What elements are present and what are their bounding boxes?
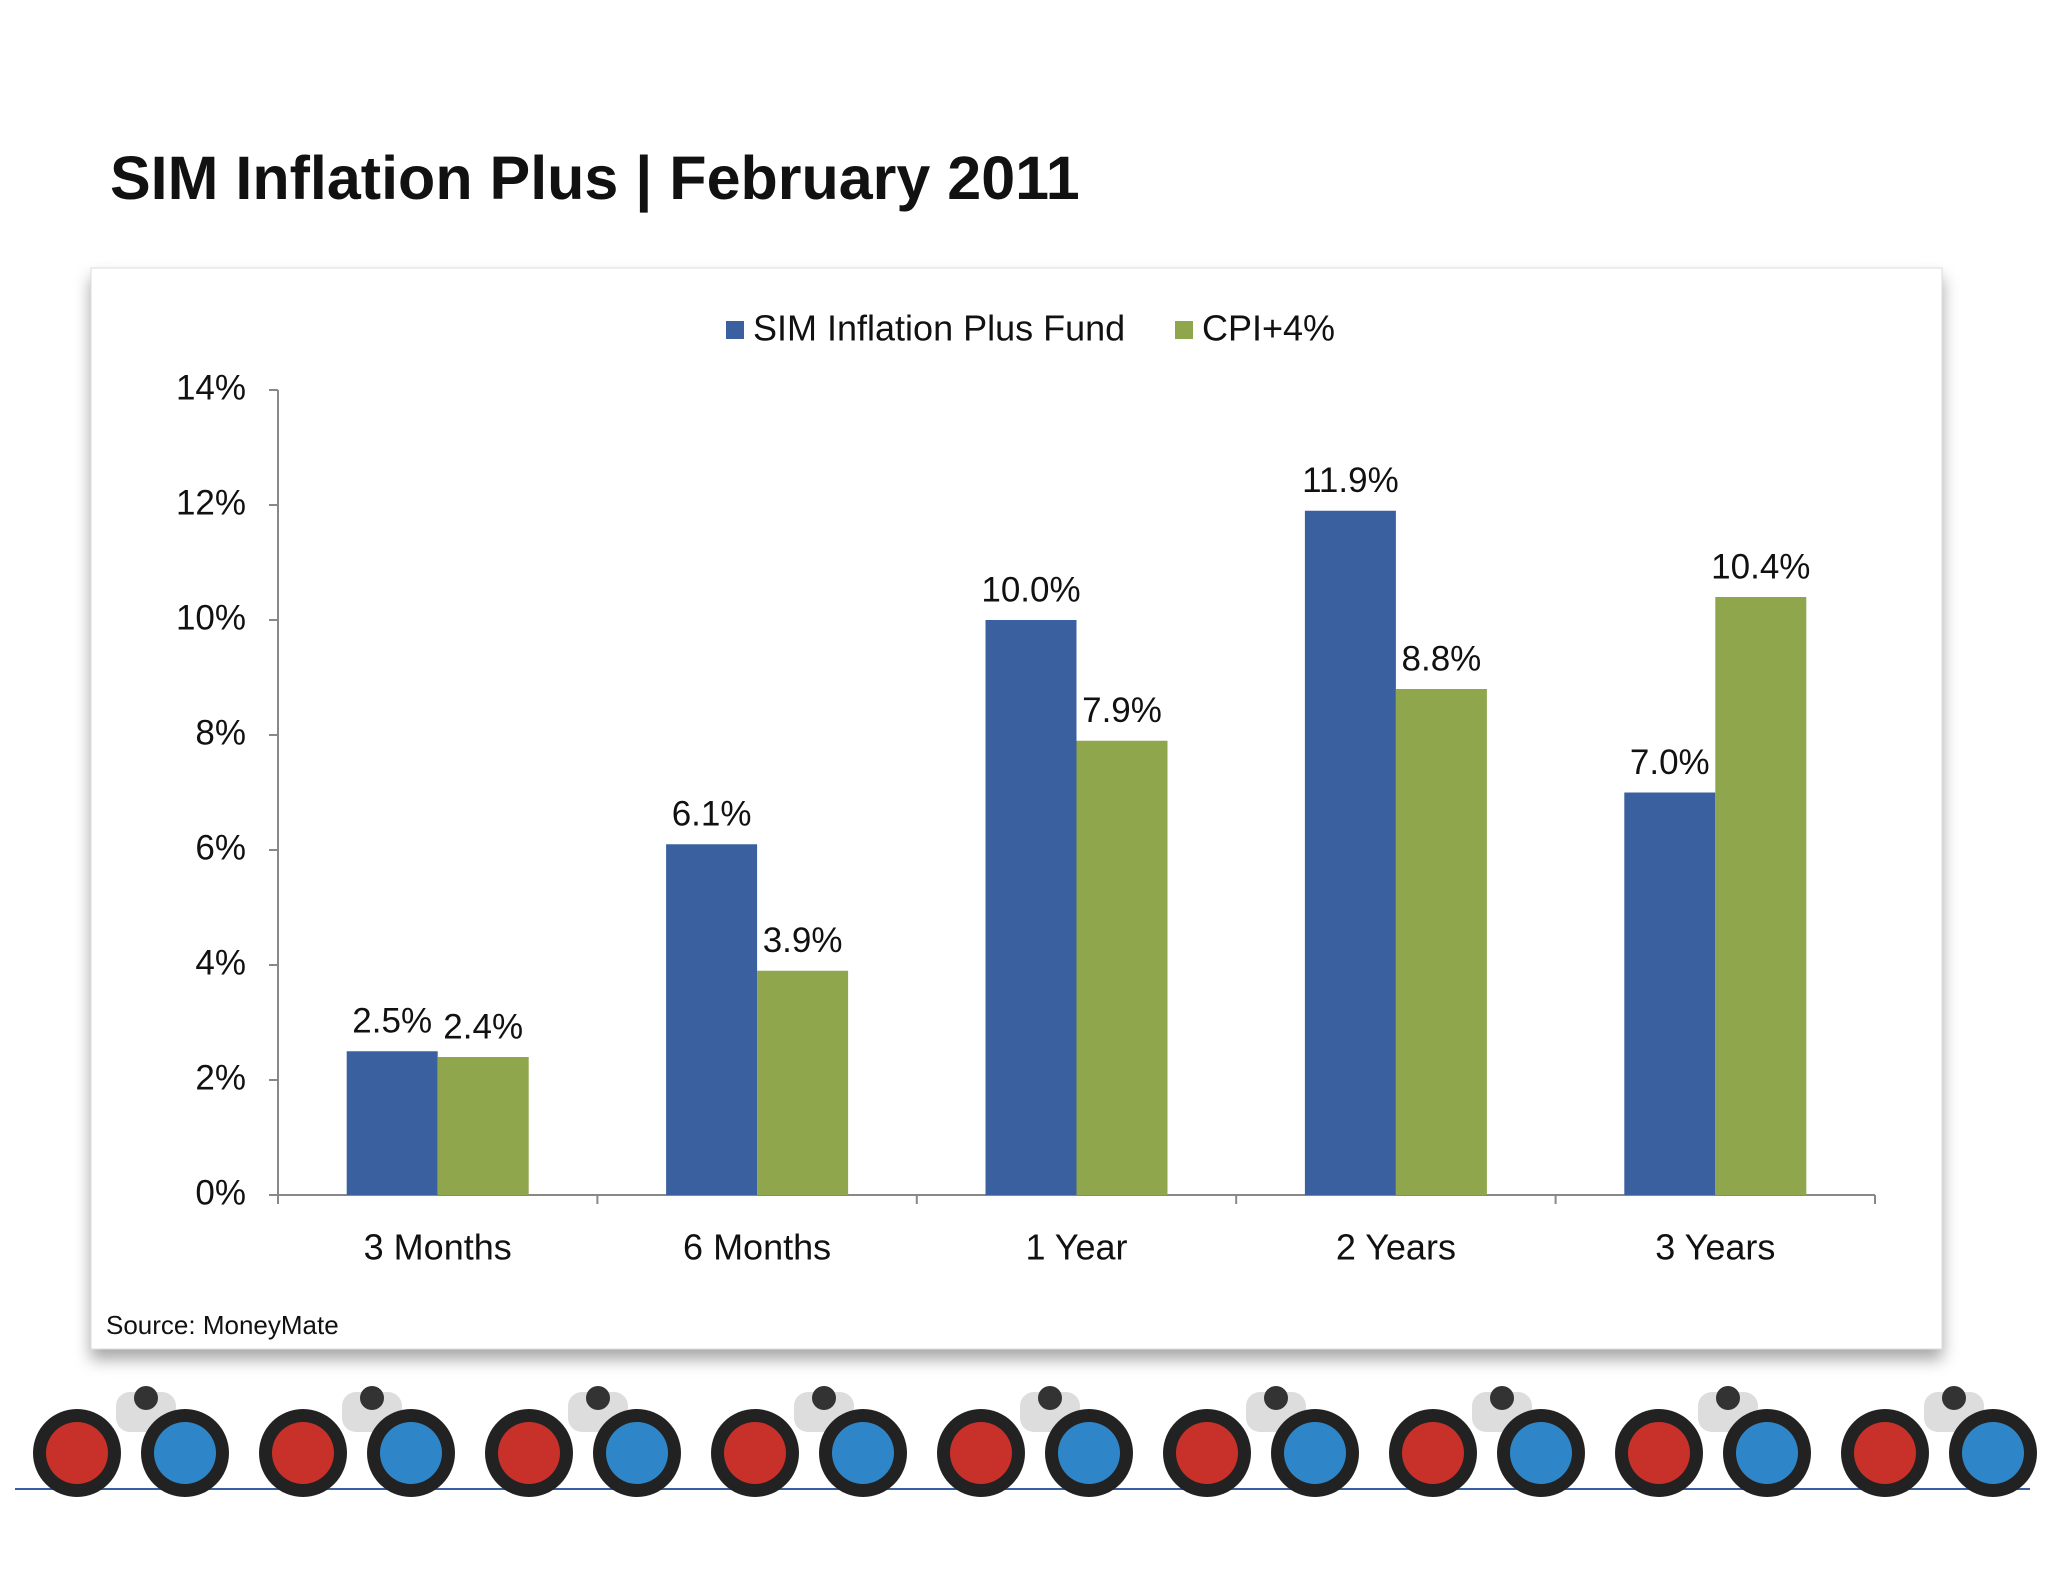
y-tick-label: 10% [176,598,246,637]
y-tick-label: 8% [195,713,246,752]
bar [437,1057,529,1195]
binocular-flag [1628,1422,1690,1484]
y-tick-label: 0% [195,1173,246,1212]
bar [1076,740,1168,1195]
data-label: 3.9% [763,921,843,960]
binocular-flag [1402,1422,1464,1484]
data-label: 7.9% [1082,691,1162,730]
binocular-knob [1716,1386,1740,1410]
bar [985,620,1077,1195]
binocular-globe [832,1422,894,1484]
binocular-globe [1736,1422,1798,1484]
binocular-knob [1490,1386,1514,1410]
data-label: 6.1% [672,795,752,834]
binocular-globe [606,1422,668,1484]
data-label: 10.4% [1711,547,1810,586]
data-label: 8.8% [1402,639,1482,678]
legend-swatch [1175,321,1193,339]
binocular-knob [586,1386,610,1410]
legend-label: SIM Inflation Plus Fund [753,308,1125,349]
data-label: 2.5% [352,1002,432,1041]
binocular-knob [1264,1386,1288,1410]
binocular-globe [1510,1422,1572,1484]
bar [1715,597,1807,1195]
binocular-flag [1854,1422,1916,1484]
data-label: 7.0% [1630,743,1710,782]
x-tick-label: 3 Years [1655,1227,1775,1268]
data-label: 2.4% [443,1007,523,1046]
binocular-flag [46,1422,108,1484]
legend-swatch [726,321,744,339]
binocular-flag [1176,1422,1238,1484]
bar [1304,510,1396,1195]
y-tick-label: 6% [195,828,246,867]
decoration [15,1386,2037,1497]
data-label: 10.0% [981,570,1080,609]
binocular-knob [1038,1386,1062,1410]
bar [346,1051,438,1195]
legend-label: CPI+4% [1202,308,1335,349]
bar [757,970,849,1195]
binocular-knob [134,1386,158,1410]
binocular-globe [1962,1422,2024,1484]
binocular-flag [950,1422,1012,1484]
x-tick-label: 1 Year [1025,1227,1127,1268]
source-note: Source: MoneyMate [106,1310,339,1340]
y-tick-label: 14% [176,368,246,407]
y-tick-label: 2% [195,1058,246,1097]
x-tick-label: 6 Months [683,1227,831,1268]
y-tick-label: 4% [195,943,246,982]
y-tick-label: 12% [176,483,246,522]
binocular-globe [1058,1422,1120,1484]
binocular-globe [1284,1422,1346,1484]
binocular-flag [498,1422,560,1484]
data-label: 11.9% [1302,461,1399,500]
binocular-globe [154,1422,216,1484]
binocular-knob [360,1386,384,1410]
binocular-knob [812,1386,836,1410]
bar [666,844,758,1195]
chart-title: SIM Inflation Plus | February 2011 [110,144,1080,214]
binocular-globe [380,1422,442,1484]
x-tick-label: 3 Months [364,1227,512,1268]
binocular-flag [724,1422,786,1484]
binocular-knob [1942,1386,1966,1410]
bar [1624,792,1716,1195]
binocular-flag [272,1422,334,1484]
x-tick-label: 2 Years [1336,1227,1456,1268]
bar [1395,689,1487,1195]
